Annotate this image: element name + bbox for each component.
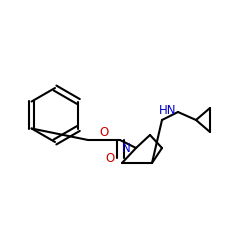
Text: O: O bbox=[106, 152, 114, 164]
Text: O: O bbox=[100, 126, 108, 140]
Text: N: N bbox=[122, 142, 130, 154]
Text: HN: HN bbox=[159, 104, 177, 118]
